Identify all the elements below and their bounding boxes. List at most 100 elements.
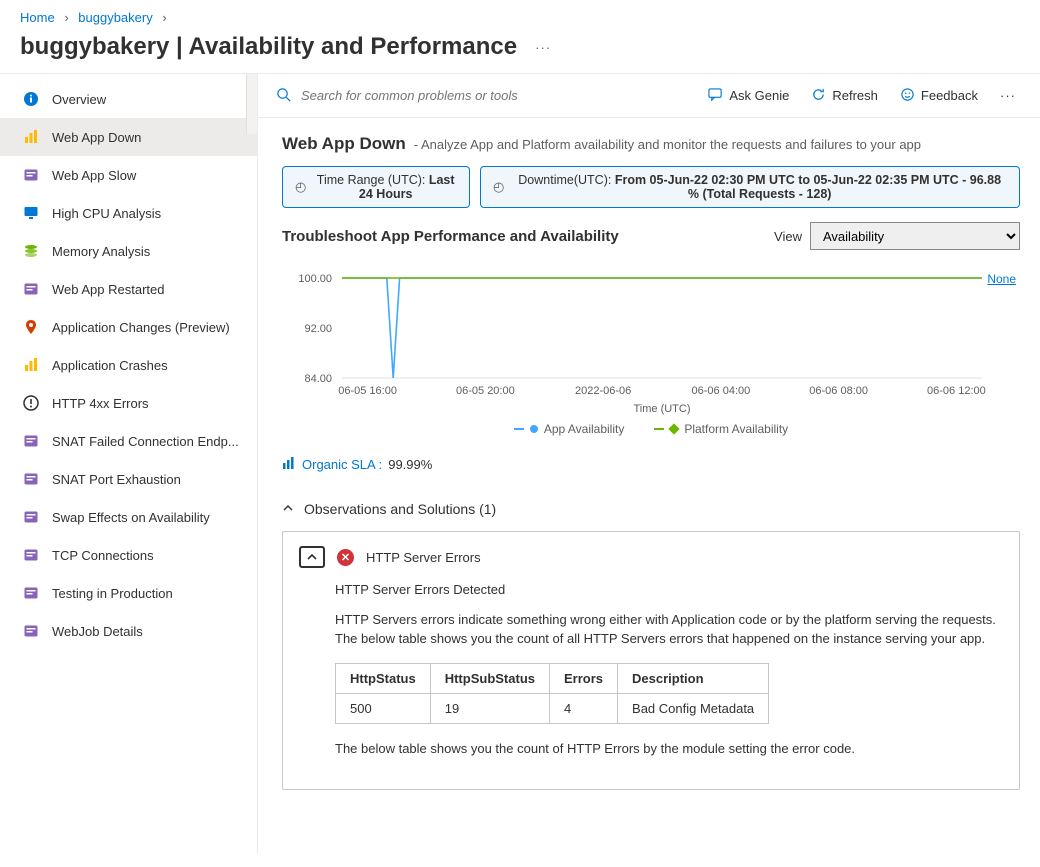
sidebar-item-label: Application Changes (Preview) [52, 320, 230, 335]
table-cell: 4 [550, 693, 618, 723]
sidebar-item-label: Web App Restarted [52, 282, 165, 297]
sidebar-item-label: SNAT Port Exhaustion [52, 472, 181, 487]
svg-text:06-05 20:00: 06-05 20:00 [456, 385, 515, 397]
ask-genie-label: Ask Genie [729, 88, 789, 103]
sidebar-item-snat-failed-connection-endp[interactable]: SNAT Failed Connection Endp... [0, 422, 257, 460]
availability-chart: None 100.0092.0084.0006-05 16:0006-05 20… [282, 258, 1020, 436]
sidebar-item-label: WebJob Details [52, 624, 143, 639]
sidebar-item-label: Swap Effects on Availability [52, 510, 210, 525]
chevron-up-icon [282, 501, 294, 517]
sidebar-item-web-app-restarted[interactable]: Web App Restarted [0, 270, 257, 308]
chevron-right-icon: › [58, 10, 74, 25]
table-header: HttpStatus [336, 663, 431, 693]
nav-icon [22, 356, 40, 374]
page-title: buggybakery | Availability and Performan… [20, 33, 517, 61]
more-button[interactable]: ··· [994, 84, 1022, 107]
svg-text:92.00: 92.00 [304, 323, 332, 335]
sidebar-item-application-crashes[interactable]: Application Crashes [0, 346, 257, 384]
breadcrumb-home[interactable]: Home [20, 10, 55, 25]
observation-card: ✕ HTTP Server Errors HTTP Server Errors … [282, 531, 1020, 790]
sidebar: Overview Web App Down Web App Slow High CPU… [0, 74, 258, 853]
chevron-right-icon: › [156, 10, 172, 25]
sidebar-item-http-4xx-errors[interactable]: HTTP 4xx Errors [0, 384, 257, 422]
refresh-button[interactable]: Refresh [805, 83, 884, 109]
sidebar-item-snat-port-exhaustion[interactable]: SNAT Port Exhaustion [0, 460, 257, 498]
legend-label: Platform Availability [684, 422, 788, 436]
view-label: View [774, 229, 802, 244]
nav-icon [22, 394, 40, 412]
svg-text:100.00: 100.00 [298, 273, 332, 285]
sidebar-item-label: Web App Slow [52, 168, 136, 183]
observations-toggle[interactable]: Observations and Solutions (1) [282, 501, 1020, 517]
sla-label[interactable]: Organic SLA : [302, 457, 382, 472]
feedback-button[interactable]: Feedback [894, 83, 984, 109]
sidebar-item-label: Web App Down [52, 130, 141, 145]
observation-detected: HTTP Server Errors Detected [335, 582, 1003, 597]
nav-icon [22, 470, 40, 488]
observation-title: HTTP Server Errors [366, 550, 481, 565]
svg-text:06-06 08:00: 06-06 08:00 [809, 385, 868, 397]
sidebar-item-web-app-down[interactable]: Web App Down [0, 118, 257, 156]
nav-icon [22, 546, 40, 564]
sidebar-item-label: SNAT Failed Connection Endp... [52, 434, 239, 449]
refresh-icon [811, 87, 826, 105]
table-header: Errors [550, 663, 618, 693]
svg-text:06-06 12:00: 06-06 12:00 [927, 385, 986, 397]
table-header: HttpSubStatus [430, 663, 549, 693]
svg-text:06-05 16:00: 06-05 16:00 [338, 385, 397, 397]
sidebar-item-testing-in-production[interactable]: Testing in Production [0, 574, 257, 612]
breadcrumb: Home › buggybakery › [0, 0, 1040, 29]
view-select[interactable]: Availability [810, 222, 1020, 250]
legend-item[interactable]: App Availability [514, 422, 625, 436]
breadcrumb-item[interactable]: buggybakery [78, 10, 152, 25]
legend-item[interactable]: Platform Availability [654, 422, 788, 436]
downtime-value: From 05-Jun-22 02:30 PM UTC to 05-Jun-22… [615, 173, 1001, 201]
search-icon [276, 87, 291, 105]
svg-text:06-06 04:00: 06-06 04:00 [692, 385, 751, 397]
table-header: Description [618, 663, 769, 693]
clock-icon: ◴ [493, 179, 504, 195]
sidebar-item-overview[interactable]: Overview [0, 80, 257, 118]
sidebar-item-web-app-slow[interactable]: Web App Slow [0, 156, 257, 194]
observations-header: Observations and Solutions (1) [304, 501, 496, 517]
nav-icon [22, 280, 40, 298]
sidebar-item-label: High CPU Analysis [52, 206, 161, 221]
chart-none-link[interactable]: None [987, 272, 1016, 286]
nav-icon [22, 242, 40, 260]
nav-icon [22, 318, 40, 336]
collapse-button[interactable] [299, 546, 325, 568]
nav-icon [22, 128, 40, 146]
nav-icon [22, 584, 40, 602]
sla-value: 99.99% [388, 457, 432, 472]
smiley-icon [900, 87, 915, 105]
table-cell: 19 [430, 693, 549, 723]
sidebar-item-memory-analysis[interactable]: Memory Analysis [0, 232, 257, 270]
legend-label: App Availability [544, 422, 625, 436]
table-cell: Bad Config Metadata [618, 693, 769, 723]
table-cell: 500 [336, 693, 431, 723]
feedback-label: Feedback [921, 88, 978, 103]
observation-description: HTTP Servers errors indicate something w… [335, 611, 1003, 649]
more-actions-button[interactable]: ··· [535, 40, 551, 55]
downtime-label: Downtime(UTC): [518, 173, 615, 187]
downtime-pill[interactable]: ◴ Downtime(UTC): From 05-Jun-22 02:30 PM… [480, 166, 1020, 208]
bar-chart-icon [282, 456, 296, 473]
sidebar-item-high-cpu-analysis[interactable]: High CPU Analysis [0, 194, 257, 232]
error-table: HttpStatusHttpSubStatusErrorsDescription… [335, 663, 769, 724]
nav-icon [22, 432, 40, 450]
sidebar-item-application-changes-preview[interactable]: Application Changes (Preview) [0, 308, 257, 346]
sidebar-item-webjob-details[interactable]: WebJob Details [0, 612, 257, 650]
search-input[interactable] [301, 88, 692, 103]
detector-subtitle: - Analyze App and Platform availability … [414, 137, 921, 152]
nav-icon [22, 166, 40, 184]
sidebar-item-label: Testing in Production [52, 586, 173, 601]
sidebar-item-swap-effects-on-availability[interactable]: Swap Effects on Availability [0, 498, 257, 536]
nav-icon [22, 508, 40, 526]
nav-icon [22, 622, 40, 640]
chat-icon [708, 87, 723, 105]
sidebar-item-label: TCP Connections [52, 548, 154, 563]
ask-genie-button[interactable]: Ask Genie [702, 83, 795, 109]
refresh-label: Refresh [832, 88, 878, 103]
sidebar-item-tcp-connections[interactable]: TCP Connections [0, 536, 257, 574]
time-range-pill[interactable]: ◴ Time Range (UTC): Last 24 Hours [282, 166, 470, 208]
